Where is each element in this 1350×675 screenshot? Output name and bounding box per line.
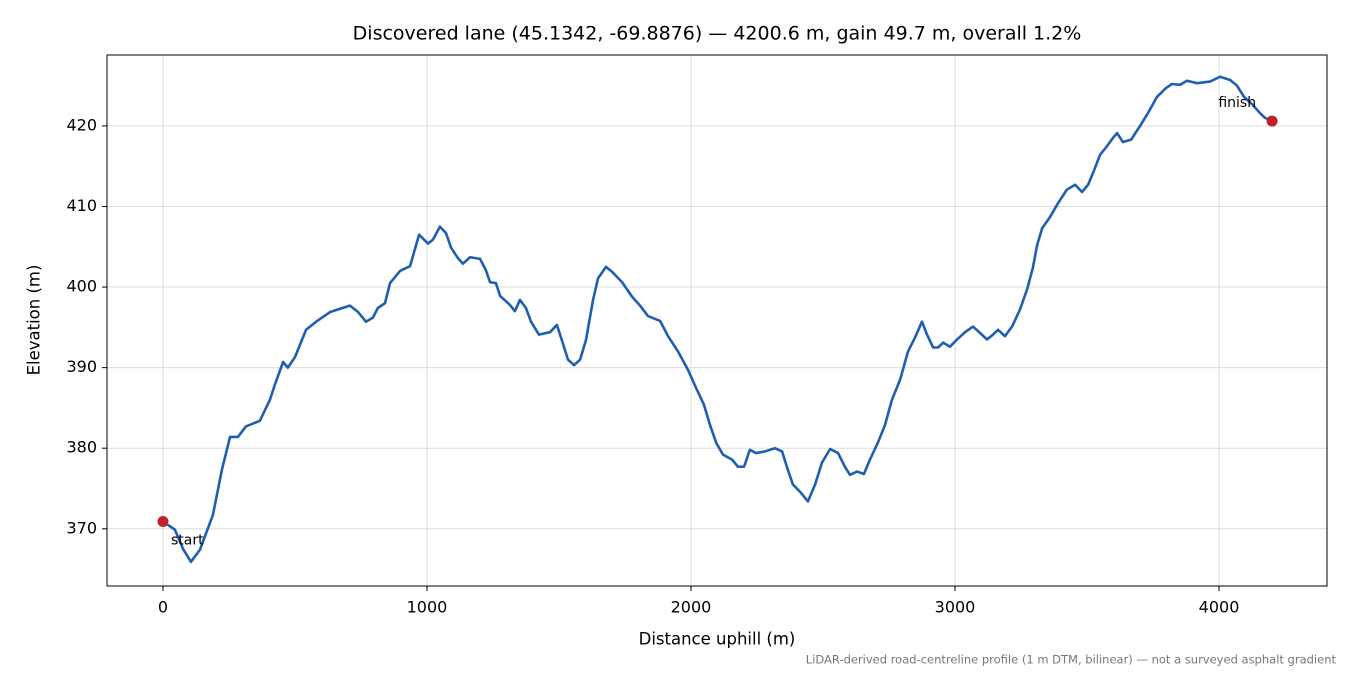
plot: start finish [157,75,1278,564]
y-axis-label: Elevation (m) [25,265,44,376]
y-tick-label: 410 [66,196,97,215]
start-marker [157,516,169,528]
y-tick-label: 400 [66,277,97,296]
chart-title: Discovered lane (45.1342, -69.8876) — 42… [353,23,1082,45]
grid [107,55,1327,586]
finish-label: finish [1218,95,1256,111]
start-label: start [171,533,204,549]
x-tick-label: 0 [158,598,168,617]
y-tick-label: 380 [66,438,97,457]
elevation-line [162,75,1273,564]
finish-marker [1266,115,1278,127]
x-tick-label: 3000 [935,598,976,617]
y-tick-label: 370 [66,518,97,537]
y-tick-label: 390 [66,357,97,376]
x-tick-label: 1000 [407,598,448,617]
x-tick-label: 4000 [1199,598,1240,617]
x-axis-label: Distance uphill (m) [639,630,796,649]
plot-frame [106,54,1328,587]
y-tick-label: 420 [66,115,97,134]
footnote: LiDAR-derived road-centreline profile (1… [806,653,1337,667]
x-tick-label: 2000 [671,598,712,617]
